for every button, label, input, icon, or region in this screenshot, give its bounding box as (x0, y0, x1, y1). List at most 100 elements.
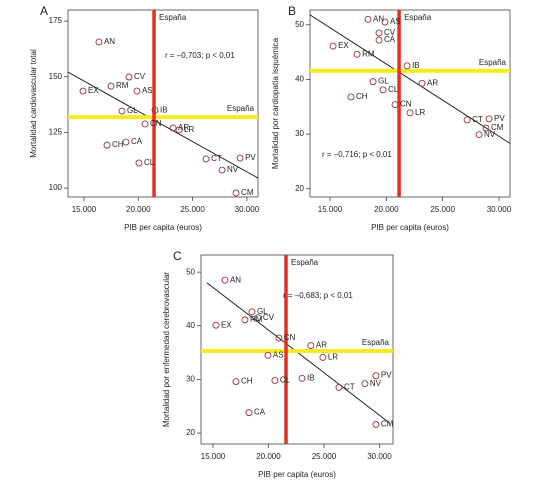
point-label: AS (390, 17, 401, 26)
x-tick-label: 25.000 (180, 205, 205, 214)
y-tick-label: 40 (186, 321, 195, 330)
point (307, 342, 315, 350)
point (125, 73, 133, 81)
point (463, 116, 471, 124)
y-tick-label: 50 (186, 267, 195, 276)
point (241, 316, 249, 324)
point (369, 78, 377, 86)
point (135, 159, 143, 167)
point (375, 36, 383, 44)
point (245, 409, 253, 417)
x-tick-label: 20.000 (374, 205, 399, 214)
x-tick-label: 20.000 (126, 205, 151, 214)
point (485, 115, 493, 123)
point (275, 334, 283, 342)
point (319, 353, 327, 361)
point (232, 378, 240, 385)
x-axis-label: PIB per capita (euros) (124, 223, 202, 232)
point-label: AS (142, 86, 153, 95)
point-label: AN (104, 37, 115, 46)
point (475, 131, 483, 139)
point-label: CH (356, 92, 368, 101)
hline-label: España (227, 104, 255, 113)
point-label: RM (250, 315, 263, 324)
y-tick-label: 100 (49, 183, 63, 192)
correlation-annotation: r = –0,683; p < 0,01 (283, 291, 353, 300)
point (212, 321, 220, 329)
y-tick-label: 20 (186, 428, 195, 437)
point (271, 377, 279, 384)
point (122, 138, 130, 146)
point (151, 106, 159, 114)
point (391, 101, 399, 109)
x-axis-label: PIB per capita (euros) (258, 470, 336, 479)
x-tick-label: 25.000 (430, 205, 455, 214)
point-label: GL (257, 307, 268, 316)
point (103, 141, 111, 149)
point-label: CV (134, 72, 146, 81)
y-tick-label: 30 (295, 129, 304, 138)
x-tick-label: 15.000 (318, 205, 343, 214)
point-label: EX (88, 86, 99, 95)
panel: C 15.000 20.000 25.000 30.000 20 30 40 50 PIB per… (162, 249, 394, 479)
point (372, 372, 380, 380)
point (133, 87, 141, 95)
point-label: PV (494, 114, 505, 123)
panel: B 15.000 20.000 25.000 30.000 20 30 40 50 PIB per… (271, 4, 512, 232)
point (379, 86, 387, 94)
point (95, 38, 103, 46)
point (298, 374, 306, 382)
point-label: CH (112, 140, 124, 149)
x-tick-label: 15.000 (72, 205, 97, 214)
point-label: CM (241, 188, 254, 197)
hline-label: España (362, 338, 390, 347)
point (364, 15, 372, 23)
y-tick-label: 20 (295, 184, 304, 193)
point-label: AR (316, 341, 327, 350)
point-label: CA (131, 137, 143, 146)
point-label: LR (184, 125, 194, 134)
point-label: GL (378, 77, 389, 86)
vline-label: España (404, 13, 432, 22)
panel-letter: B (288, 4, 296, 18)
y-tick-label: 150 (49, 72, 63, 81)
point (347, 93, 355, 101)
point-label: CT (344, 383, 355, 392)
point-label: CV (384, 28, 396, 37)
x-tick-label: 25.000 (312, 452, 337, 461)
y-axis-label: Mortalidad por cardiopatía isquémica (271, 37, 280, 169)
point-label: IB (160, 105, 168, 114)
point-label: PV (381, 371, 392, 380)
point (329, 42, 337, 50)
x-axis-label: PIB per capita (euros) (371, 223, 449, 232)
point (79, 87, 87, 95)
x-tick-label: 30.000 (487, 205, 512, 214)
y-axis-label: Mortalidad por enfermedad cerebrovascula… (162, 272, 171, 428)
point (381, 18, 389, 26)
point (169, 124, 177, 132)
x-tick-label: 30.000 (367, 452, 392, 461)
x-tick-label: 20.000 (256, 452, 281, 461)
point-label: CV (263, 313, 275, 322)
point-label: EX (221, 320, 232, 329)
point (482, 124, 490, 132)
point (118, 107, 126, 115)
correlation-annotation: r = –0,703; p < 0,01 (165, 51, 235, 60)
point-label: EX (338, 41, 349, 50)
point (372, 420, 380, 428)
point-label: AS (273, 350, 284, 359)
vline-label: España (159, 13, 187, 22)
regression-line (309, 14, 511, 144)
point (107, 82, 115, 90)
plot-frame (309, 9, 511, 198)
point (418, 79, 426, 87)
point-label: AN (230, 275, 241, 284)
point (221, 276, 229, 284)
point-label: CA (384, 35, 396, 44)
plot-frame (67, 9, 259, 198)
point-label: CH (241, 377, 253, 386)
point (264, 351, 272, 359)
x-tick-label: 15.000 (201, 452, 226, 461)
point (218, 166, 226, 174)
